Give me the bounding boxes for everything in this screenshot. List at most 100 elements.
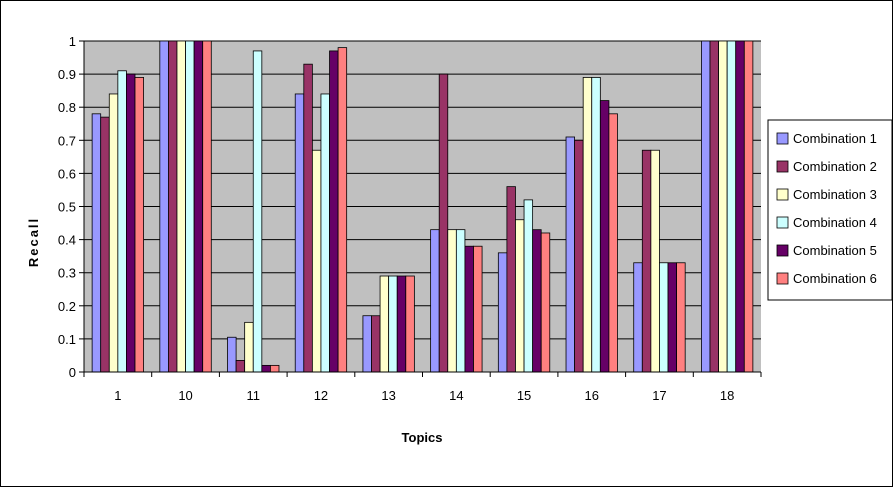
y-tick-label: 0.8 — [58, 100, 76, 115]
bar — [667, 262, 678, 373]
bar — [582, 77, 593, 373]
bar — [701, 40, 711, 373]
legend-swatch — [776, 272, 789, 285]
legend-label: Combination 1 — [793, 131, 877, 146]
bar — [235, 360, 246, 373]
bar — [599, 100, 610, 373]
y-axis-title: Recall — [26, 217, 41, 267]
bar — [117, 70, 127, 373]
bar — [473, 245, 483, 373]
y-tick-label: 0.2 — [58, 299, 76, 314]
bar — [388, 275, 398, 373]
bar — [455, 229, 466, 373]
bar — [270, 364, 280, 373]
bar — [591, 77, 601, 373]
x-tick-label: 10 — [178, 388, 192, 403]
x-tick-label: 12 — [314, 388, 328, 403]
y-tick-label: 0.9 — [58, 67, 76, 82]
bar — [261, 364, 271, 373]
bar — [126, 73, 136, 373]
bar — [320, 93, 330, 373]
bar — [641, 149, 652, 373]
bar — [329, 50, 339, 373]
bar — [565, 136, 575, 373]
bar — [159, 40, 169, 373]
x-axis-title: Topics — [402, 430, 443, 445]
bar — [100, 116, 110, 373]
legend-label: Combination 4 — [793, 215, 877, 230]
bar — [134, 77, 144, 373]
bar — [540, 232, 551, 373]
y-tick-label: 0.4 — [58, 233, 76, 248]
bar — [574, 139, 584, 373]
bar — [252, 50, 263, 373]
bar — [176, 40, 186, 373]
axes: 00.10.20.30.40.50.60.70.80.911 10 11 12 13 14… — [58, 34, 762, 403]
bar — [515, 219, 525, 373]
bar — [371, 315, 381, 373]
bar — [735, 40, 745, 373]
legend-box — [767, 119, 893, 301]
bar — [311, 149, 322, 373]
x-tick-label: 14 — [449, 388, 463, 403]
bar — [405, 275, 415, 373]
bar — [447, 229, 457, 373]
bar — [430, 229, 440, 373]
bar — [337, 47, 348, 373]
bar — [718, 40, 728, 373]
bar — [193, 40, 204, 373]
y-tick-label: 0.1 — [58, 332, 76, 347]
bar — [532, 229, 542, 373]
y-tick-label: 1 — [69, 34, 76, 49]
legend-swatch — [776, 216, 789, 229]
bar — [608, 113, 618, 373]
bar — [743, 40, 754, 373]
bar — [227, 336, 237, 373]
bar — [362, 315, 372, 373]
x-tick-label: 17 — [652, 388, 666, 403]
y-tick-label: 0 — [69, 365, 76, 380]
bar — [726, 40, 737, 373]
y-tick-label: 0.3 — [58, 266, 76, 281]
x-tick-label: 1 — [114, 388, 121, 403]
x-tick-label: 16 — [585, 388, 599, 403]
legend-label: Combination 2 — [793, 159, 877, 174]
bar — [379, 275, 390, 373]
bar — [91, 113, 102, 373]
x-tick-label: 15 — [517, 388, 531, 403]
bar — [244, 321, 254, 373]
bars — [91, 40, 754, 373]
bar — [303, 63, 313, 373]
y-tick-label: 0.7 — [58, 133, 76, 148]
legend-swatch — [776, 244, 789, 257]
bar — [659, 262, 669, 373]
x-tick-label: 13 — [381, 388, 395, 403]
bar — [167, 40, 178, 373]
bar — [438, 73, 449, 373]
y-tick-label: 0.5 — [58, 200, 76, 215]
x-tick-label: 18 — [720, 388, 734, 403]
bar — [523, 199, 534, 373]
bar — [202, 40, 212, 373]
legend-swatch — [776, 160, 789, 173]
legend-label: Combination 6 — [793, 271, 877, 286]
bar — [294, 93, 305, 373]
legend-label: Combination 5 — [793, 243, 877, 258]
legend-label: Combination 3 — [793, 187, 877, 202]
bar — [506, 186, 516, 373]
bar — [464, 245, 474, 373]
x-tick-label: 11 — [247, 388, 261, 403]
legend: Combination 1 Combination 2 Combination 3 C… — [767, 119, 893, 301]
bar — [396, 275, 407, 373]
bar — [108, 93, 119, 373]
bar — [633, 262, 643, 373]
bar — [650, 149, 660, 373]
bar — [676, 262, 686, 373]
bar — [709, 40, 719, 373]
y-tick-label: 0.6 — [58, 166, 76, 181]
legend-swatch — [776, 188, 789, 201]
legend-swatch — [776, 132, 789, 145]
bar — [497, 252, 508, 373]
bar — [185, 40, 195, 373]
